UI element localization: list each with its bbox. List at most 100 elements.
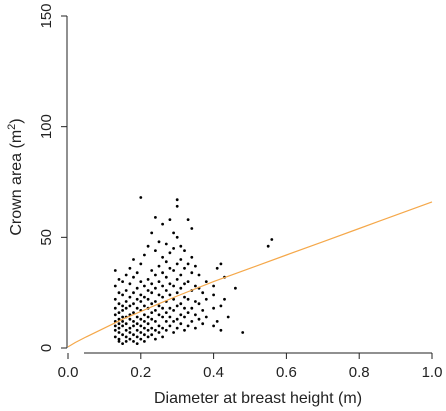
- data-point: [113, 324, 117, 328]
- data-point: [150, 291, 154, 295]
- data-point: [128, 337, 132, 341]
- data-point: [172, 231, 176, 235]
- data-point: [161, 295, 165, 299]
- data-point: [121, 309, 124, 312]
- data-point: [143, 295, 146, 299]
- data-point: [124, 273, 128, 277]
- data-point: [186, 280, 190, 283]
- data-point: [121, 280, 124, 283]
- data-point: [154, 320, 157, 323]
- data-point: [135, 342, 139, 345]
- data-point: [143, 340, 146, 343]
- data-point: [150, 311, 154, 314]
- data-point: [168, 315, 172, 319]
- data-point: [157, 331, 161, 334]
- data-point: [183, 282, 186, 286]
- data-point: [128, 331, 132, 334]
- data-point: [179, 273, 183, 277]
- data-point: [135, 328, 139, 332]
- data-point: [139, 196, 143, 199]
- data-point: [183, 249, 186, 253]
- data-point: [186, 324, 190, 328]
- data-point: [113, 313, 117, 317]
- x-tick-label: 0.2: [130, 364, 151, 381]
- data-point: [179, 258, 183, 261]
- data-point: [179, 286, 183, 290]
- data-point: [146, 315, 150, 319]
- data-point: [154, 300, 157, 303]
- data-point: [186, 218, 190, 222]
- data-point: [183, 266, 186, 270]
- data-point: [201, 309, 205, 312]
- data-point: [157, 293, 161, 297]
- x-tick-label: 1.0: [422, 364, 443, 381]
- data-point: [157, 313, 161, 317]
- y-axis-title-superscript: 2: [6, 124, 18, 130]
- x-tick-label: 0.8: [349, 364, 370, 381]
- data-point: [146, 278, 150, 281]
- data-point: [197, 302, 201, 306]
- data-point: [128, 317, 132, 321]
- data-point: [135, 306, 139, 310]
- data-point: [179, 322, 183, 326]
- data-point: [194, 284, 197, 288]
- data-point: [132, 340, 135, 343]
- data-point: [186, 311, 190, 314]
- data-point: [161, 284, 165, 288]
- data-point: [150, 269, 154, 272]
- data-point: [128, 295, 132, 299]
- data-point: [201, 322, 205, 326]
- data-point: [150, 231, 154, 235]
- x-tick-label: 0.4: [203, 364, 224, 381]
- data-point: [132, 333, 135, 337]
- data-point: [175, 291, 179, 295]
- data-point: [194, 326, 197, 330]
- data-point: [183, 295, 186, 299]
- data-point: [121, 324, 124, 328]
- data-point: [154, 286, 157, 290]
- data-point: [143, 320, 146, 323]
- data-point: [164, 242, 168, 246]
- data-point: [146, 335, 150, 339]
- data-point: [157, 324, 161, 328]
- data-point: [139, 280, 143, 283]
- data-point: [234, 286, 237, 290]
- data-point: [241, 331, 245, 334]
- data-point: [212, 284, 216, 288]
- data-point: [146, 322, 150, 326]
- data-point: [190, 255, 194, 259]
- data-point: [219, 262, 223, 266]
- data-point: [139, 262, 143, 266]
- data-point: [172, 297, 176, 301]
- data-point: [226, 315, 230, 319]
- data-point: [132, 311, 135, 314]
- data-point: [168, 266, 172, 270]
- data-point: [143, 326, 146, 330]
- data-point: [124, 289, 128, 292]
- data-point: [212, 293, 216, 297]
- data-point: [183, 328, 186, 332]
- data-point: [154, 309, 157, 312]
- data-point: [186, 262, 190, 266]
- data-point: [139, 293, 143, 297]
- data-point: [175, 262, 179, 266]
- data-point: [113, 284, 117, 288]
- data-point: [121, 315, 124, 319]
- data-point: [139, 300, 143, 303]
- data-point: [212, 324, 216, 328]
- data-point: [204, 280, 208, 283]
- data-point: [135, 271, 139, 275]
- data-point: [168, 324, 172, 328]
- data-point: [175, 326, 179, 330]
- data-point: [172, 284, 176, 288]
- data-point: [223, 297, 226, 301]
- data-point: [168, 306, 172, 310]
- data-point: [212, 306, 216, 310]
- data-point: [154, 337, 157, 341]
- data-point: [117, 322, 121, 326]
- data-point: [172, 247, 176, 250]
- data-point: [157, 240, 161, 244]
- x-tick-label: 0.6: [276, 364, 297, 381]
- data-point: [146, 328, 150, 332]
- data-point: [215, 320, 219, 323]
